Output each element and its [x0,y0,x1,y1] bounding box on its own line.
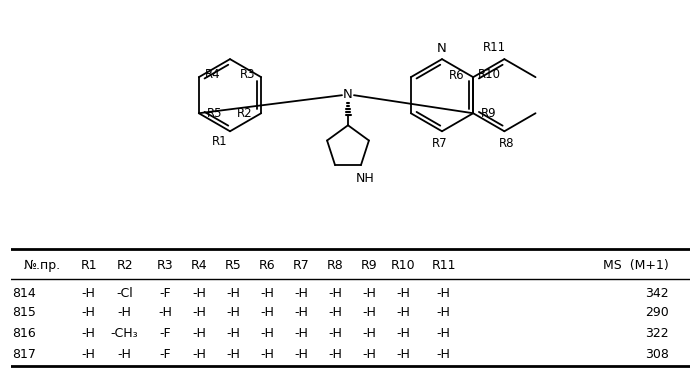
Text: №.пр.: №.пр. [24,259,61,272]
Text: -H: -H [396,287,410,300]
Text: R9: R9 [360,259,377,272]
Text: -H: -H [226,287,240,300]
Text: R11: R11 [483,41,506,54]
Text: -H: -H [328,306,342,319]
Text: 322: 322 [645,327,669,340]
Text: R1: R1 [212,135,228,148]
Text: 815: 815 [12,306,36,319]
Text: -H: -H [294,327,308,340]
Text: -H: -H [437,306,451,319]
Text: -H: -H [260,287,274,300]
Text: -F: -F [160,348,171,361]
Text: -H: -H [437,348,451,361]
Text: -F: -F [160,327,171,340]
Text: -H: -H [118,306,132,319]
Text: -H: -H [437,287,451,300]
Text: -H: -H [328,287,342,300]
Text: -H: -H [362,287,376,300]
Text: NH: NH [356,171,375,185]
Text: -H: -H [193,287,206,300]
Text: -H: -H [260,348,274,361]
Text: -H: -H [328,348,342,361]
Text: -H: -H [396,348,410,361]
Text: -H: -H [82,287,95,300]
Text: R7: R7 [293,259,309,272]
Text: R8: R8 [327,259,344,272]
Text: -H: -H [226,348,240,361]
Text: R10: R10 [391,259,415,272]
Text: -H: -H [396,327,410,340]
Text: -H: -H [158,306,172,319]
Text: 342: 342 [645,287,669,300]
Text: 814: 814 [12,287,36,300]
Text: R1: R1 [80,259,97,272]
Text: R6: R6 [259,259,276,272]
Text: R10: R10 [477,68,500,81]
Text: MS  (M+1): MS (M+1) [603,259,669,272]
Text: -CH₃: -CH₃ [111,327,139,340]
Text: -H: -H [226,327,240,340]
Text: -H: -H [82,348,95,361]
Text: -H: -H [226,306,240,319]
Text: R7: R7 [432,137,448,150]
Text: -H: -H [396,306,410,319]
Text: -H: -H [362,306,376,319]
Text: R3: R3 [239,68,255,81]
Text: -H: -H [294,348,308,361]
Text: 308: 308 [645,348,669,361]
Text: -H: -H [260,327,274,340]
Text: -H: -H [193,306,206,319]
Text: R6: R6 [449,69,465,82]
Text: R2: R2 [116,259,133,272]
Text: -H: -H [362,348,376,361]
Text: 816: 816 [12,327,36,340]
Text: R4: R4 [205,68,220,81]
Text: -H: -H [294,306,308,319]
Text: N: N [437,42,447,55]
Text: R8: R8 [498,137,514,150]
Text: R5: R5 [225,259,242,272]
Text: -H: -H [362,327,376,340]
Text: -H: -H [437,327,451,340]
Text: R3: R3 [157,259,174,272]
Text: -F: -F [160,287,171,300]
Text: R9: R9 [482,107,497,120]
Text: R4: R4 [191,259,208,272]
Text: -H: -H [193,327,206,340]
Text: 290: 290 [645,306,669,319]
Text: -H: -H [294,287,308,300]
Text: -H: -H [82,327,95,340]
Text: -Cl: -Cl [116,287,133,300]
Text: N: N [343,88,353,101]
Text: 817: 817 [12,348,36,361]
Text: -H: -H [328,327,342,340]
Text: -H: -H [193,348,206,361]
Text: R2: R2 [237,107,253,120]
Text: -H: -H [260,306,274,319]
Text: R11: R11 [431,259,456,272]
Text: -H: -H [118,348,132,361]
Text: R5: R5 [207,107,223,120]
Text: -H: -H [82,306,95,319]
